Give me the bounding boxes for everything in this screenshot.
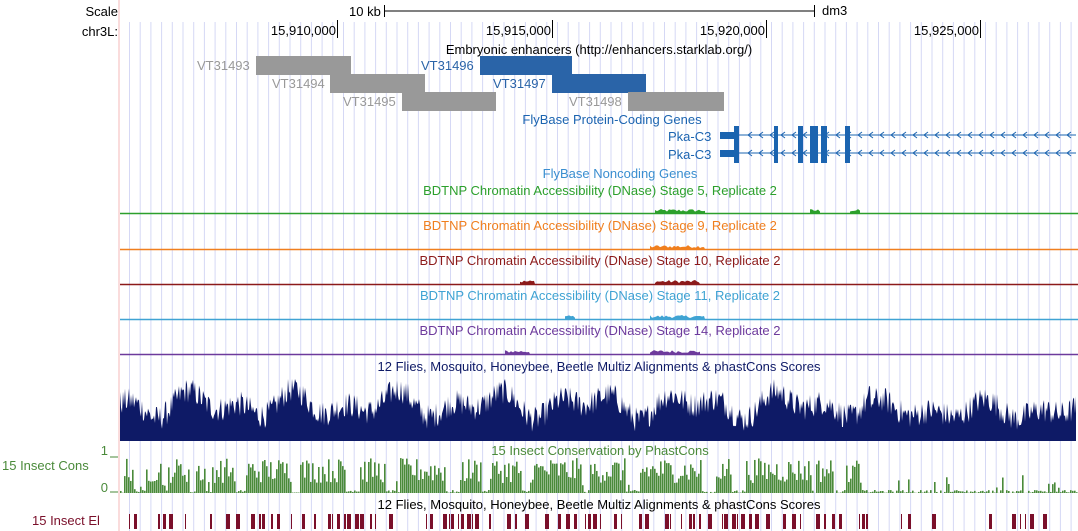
ruler-tick-label: 15,920,000 — [699, 23, 765, 38]
assembly-label: dm3 — [822, 3, 848, 18]
track-title-conserved-elements[interactable]: 12 Flies, Mosquito, Honeybee, Beetle Mul… — [377, 497, 821, 512]
scale-bar-label: 10 kb — [349, 4, 381, 19]
dnase-signal-stage11[interactable] — [0, 306, 1078, 322]
track-title-enhancers[interactable]: Embryonic enhancers (http://enhancers.st… — [445, 42, 753, 57]
enhancer-label: VT31498 — [569, 94, 622, 109]
elements-side-label[interactable]: 15 Insect El — [32, 513, 100, 528]
track-title-dnase-stage9[interactable]: BDTNP Chromatin Accessibility (DNase) St… — [423, 218, 777, 233]
phastcons-ymin: 0 — [100, 480, 108, 495]
enhancer-feature[interactable] — [256, 56, 351, 75]
dnase-signal-stage9[interactable] — [0, 236, 1078, 252]
enhancer-label: VT31497 — [493, 76, 546, 91]
gene-label[interactable]: Pka-C3 — [668, 147, 712, 162]
track-title-phastcons[interactable]: 15 Insect Conservation by PhastCons — [491, 443, 709, 458]
track-title-dnase-stage5[interactable]: BDTNP Chromatin Accessibility (DNase) St… — [423, 183, 777, 198]
track-title-dnase-stage14[interactable]: BDTNP Chromatin Accessibility (DNase) St… — [419, 323, 781, 338]
enhancer-feature[interactable] — [330, 74, 425, 93]
ruler-tick-label: 15,915,000 — [485, 23, 551, 38]
ruler-ticks — [337, 20, 981, 38]
enhancer-label: VT31496 — [421, 58, 474, 73]
dnase-signal-stage14[interactable] — [0, 341, 1078, 357]
ruler-tick-label: 15,910,000 — [270, 23, 336, 38]
left-side-border — [118, 0, 120, 531]
multiz-wiggle[interactable] — [0, 377, 1078, 443]
ruler-tick-label: 15,925,000 — [913, 23, 979, 38]
enhancer-feature[interactable] — [628, 92, 724, 111]
scale-bar — [384, 5, 815, 17]
track-title-multiz[interactable]: 12 Flies, Mosquito, Honeybee, Beetle Mul… — [377, 359, 821, 374]
chrom-label: chr3L: — [81, 24, 118, 39]
enhancer-label: VT31493 — [197, 58, 250, 73]
enhancer-label: VT31495 — [343, 94, 396, 109]
dnase-signal-stage5[interactable] — [0, 200, 1078, 216]
track-title-dnase-stage10[interactable]: BDTNP Chromatin Accessibility (DNase) St… — [419, 253, 781, 268]
phastcons-ymax: 1 — [100, 443, 108, 458]
track-title-flybase-coding[interactable]: FlyBase Protein-Coding Genes — [522, 112, 702, 127]
phastcons-wiggle[interactable] — [0, 457, 1078, 494]
gene-model-pka-c3[interactable] — [0, 126, 1078, 166]
dnase-signal-stage10[interactable] — [0, 271, 1078, 287]
conserved-elements-track[interactable] — [0, 513, 1078, 529]
enhancer-feature[interactable] — [480, 56, 572, 75]
phastcons-side-label[interactable]: 15 Insect Cons — [2, 458, 89, 473]
track-title-dnase-stage11[interactable]: BDTNP Chromatin Accessibility (DNase) St… — [419, 288, 781, 303]
enhancer-feature[interactable] — [552, 74, 646, 93]
enhancer-feature[interactable] — [402, 92, 496, 111]
gene-label[interactable]: Pka-C3 — [668, 129, 712, 144]
enhancer-label: VT31494 — [272, 76, 325, 91]
track-title-flybase-noncoding[interactable]: FlyBase Noncoding Genes — [542, 166, 698, 181]
phastcons-axis-ticks — [110, 456, 118, 493]
scale-label: Scale — [85, 4, 118, 19]
